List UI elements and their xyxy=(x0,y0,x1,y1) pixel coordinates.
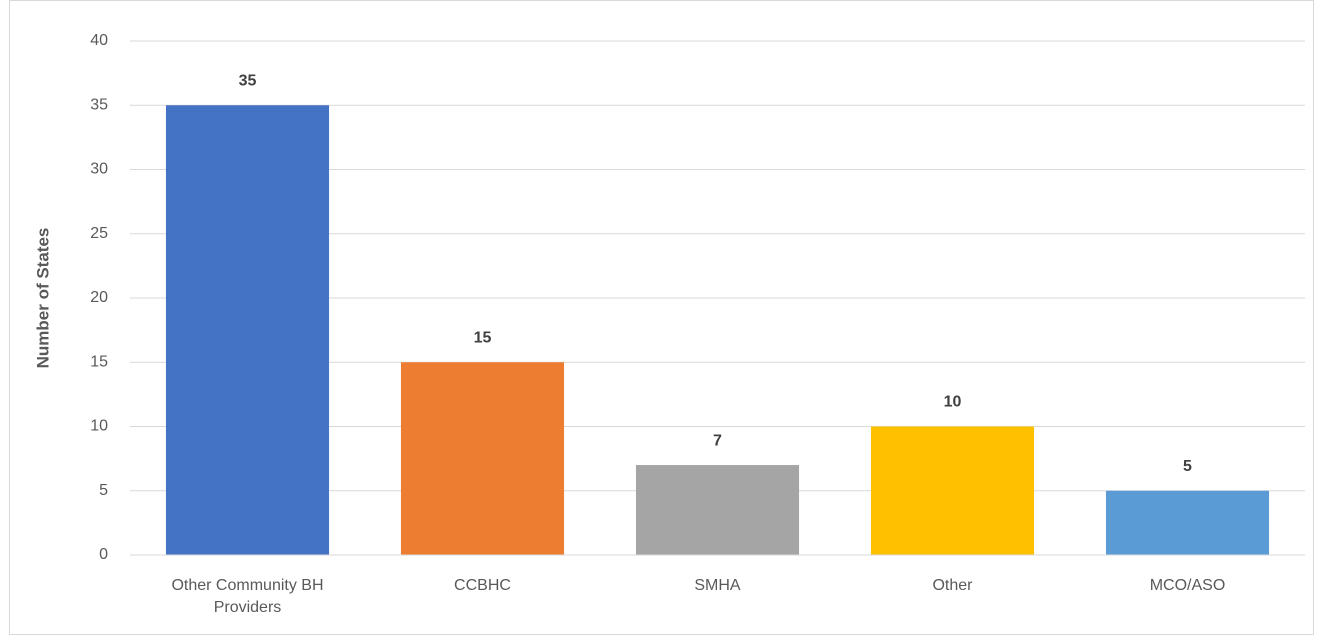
data-label: 5 xyxy=(1183,458,1192,475)
x-tick-label: MCO/ASO xyxy=(1149,577,1226,594)
y-tick-label: 40 xyxy=(90,32,108,49)
bar xyxy=(400,362,565,555)
y-tick-label: 20 xyxy=(90,289,108,306)
y-tick-label: 35 xyxy=(90,96,108,113)
x-tick-label: Other Community BH Providers xyxy=(171,577,324,616)
data-label: 7 xyxy=(713,432,722,449)
y-tick-label: 10 xyxy=(90,418,108,435)
y-tick-label: 30 xyxy=(90,161,108,178)
bar xyxy=(635,465,800,555)
x-tick-label: Other xyxy=(932,577,973,594)
bar xyxy=(870,426,1035,555)
data-label: 35 xyxy=(239,72,257,89)
y-tick-label: 5 xyxy=(99,482,108,499)
x-tick-label: CCBHC xyxy=(454,577,511,594)
y-tick-label: 15 xyxy=(90,353,108,370)
x-tick-label: SMHA xyxy=(694,577,741,594)
data-label: 10 xyxy=(944,394,962,411)
bar xyxy=(1105,490,1270,555)
data-label: 15 xyxy=(474,329,492,346)
y-axis-label: Number of States xyxy=(33,228,52,369)
bar xyxy=(165,105,330,555)
y-tick-label: 0 xyxy=(99,546,108,563)
y-tick-label: 25 xyxy=(90,225,108,242)
